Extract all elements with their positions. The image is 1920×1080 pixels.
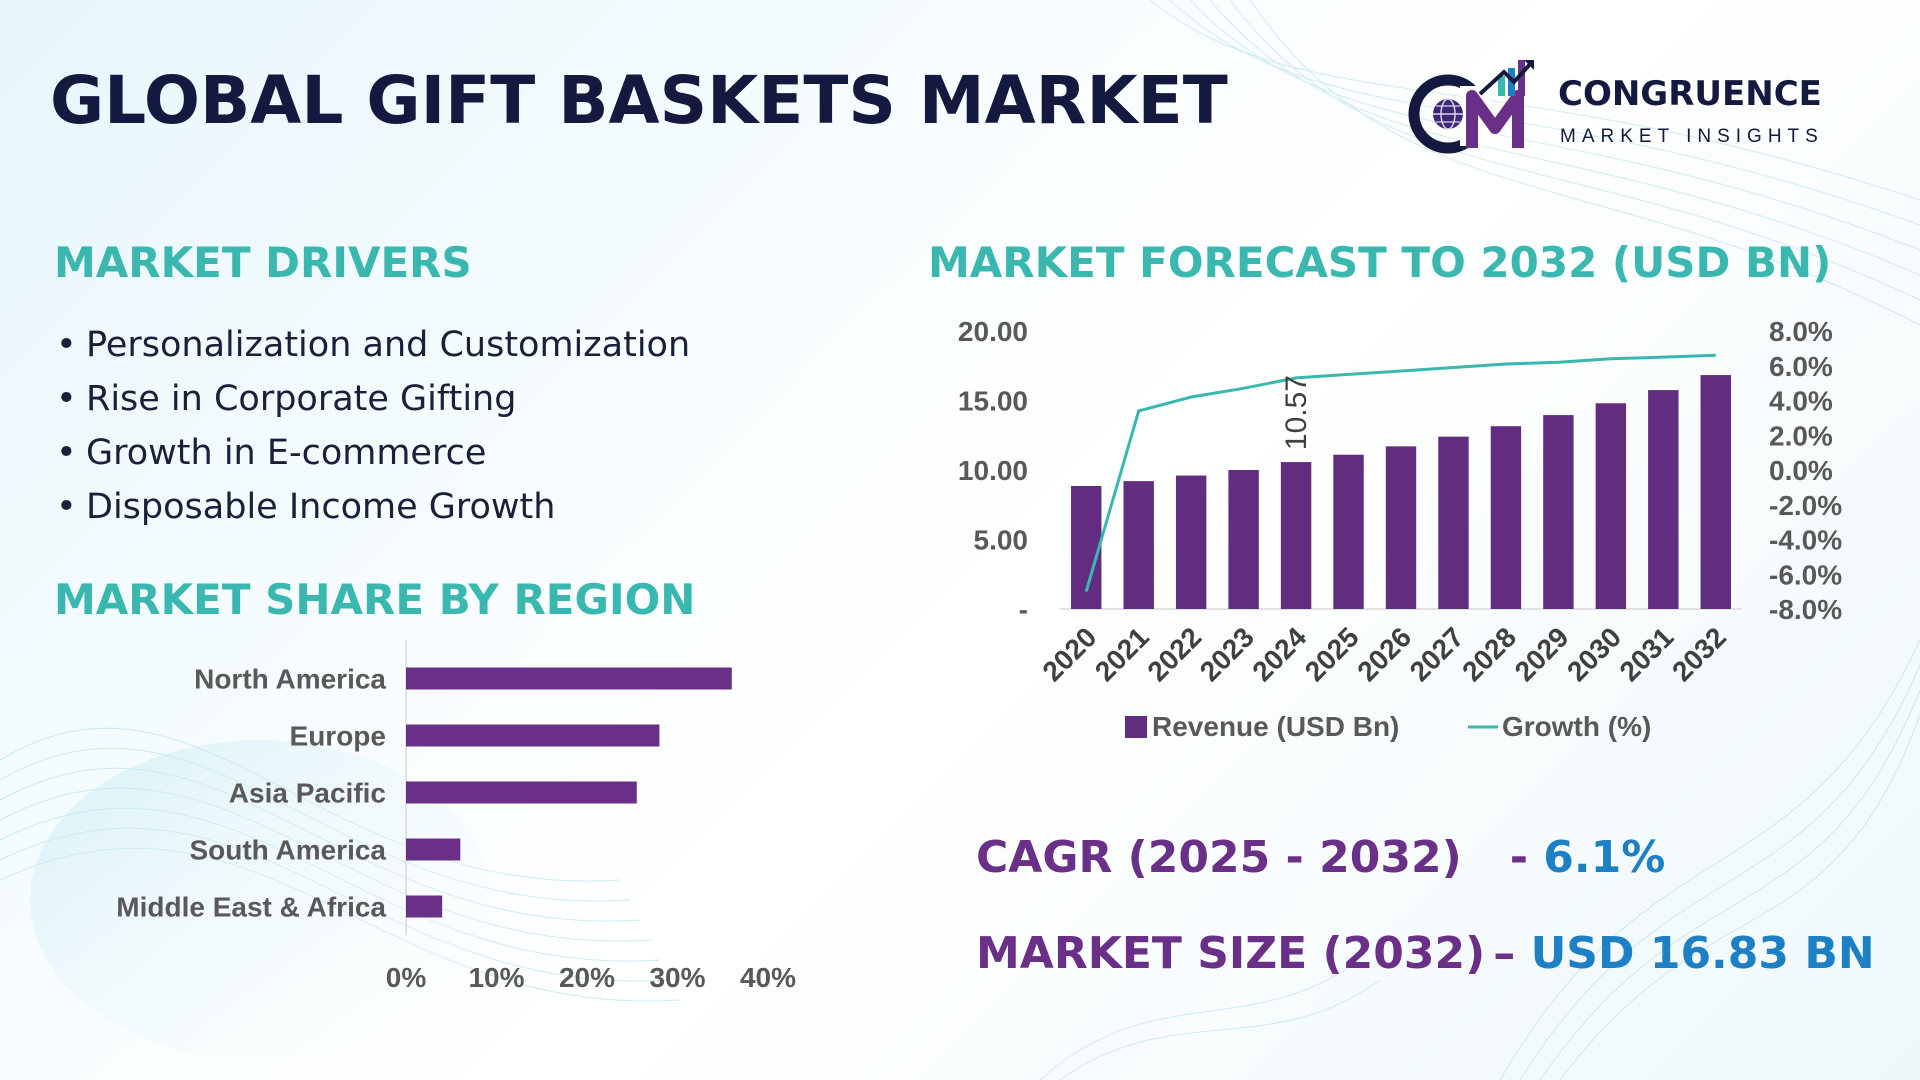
- forecast-x-tick-label: 2030: [1561, 621, 1627, 687]
- brand-logo[interactable]: CONGRUENCE MARKET INSIGHTS: [1400, 56, 1870, 156]
- forecast-right-tick-label: -4.0%: [1769, 525, 1842, 556]
- region-x-tick-label: 40%: [740, 962, 796, 993]
- market-drivers-title: MARKET DRIVERS: [54, 238, 472, 287]
- market-drivers-list: • Personalization and Customization • Rise…: [56, 318, 690, 534]
- legend-revenue-swatch: [1125, 716, 1147, 738]
- forecast-growth-line: [1084, 353, 1716, 593]
- forecast-x-tick-label: 2027: [1404, 621, 1470, 687]
- forecast-left-tick-label: 5.00: [974, 525, 1029, 556]
- forecast-right-tick-label: -6.0%: [1769, 559, 1842, 590]
- forecast-right-tick-label: -8.0%: [1769, 594, 1842, 625]
- forecast-right-tick-label: 8.0%: [1769, 316, 1833, 347]
- region-bar: [406, 781, 637, 804]
- forecast-revenue-bar: [1595, 403, 1627, 609]
- region-x-tick-label: 10%: [468, 962, 524, 993]
- forecast-revenue-bar: [1228, 470, 1259, 609]
- region-category-label: Europe: [290, 721, 386, 752]
- forecast-right-tick-label: 0.0%: [1769, 455, 1833, 486]
- bullet-icon: •: [56, 433, 77, 473]
- driver-label: Disposable Income Growth: [86, 487, 556, 527]
- forecast-revenue-bar: [1438, 436, 1469, 609]
- driver-label: Rise in Corporate Gifting: [86, 379, 517, 419]
- legend-revenue-label: Revenue (USD Bn): [1152, 711, 1399, 742]
- forecast-x-tick-label: 2025: [1299, 621, 1365, 687]
- forecast-x-tick-label: 2023: [1194, 621, 1260, 687]
- forecast-x-tick-label: 2026: [1351, 621, 1417, 687]
- forecast-x-tick-label: 2032: [1666, 621, 1732, 687]
- cagr-label: CAGR (2025 - 2032): [976, 832, 1462, 883]
- region-category-label: Middle East & Africa: [116, 892, 386, 923]
- region-bar: [406, 667, 732, 690]
- market-size-value: USD 16.83 BN: [1530, 928, 1875, 979]
- region-category-label: Asia Pacific: [229, 778, 386, 809]
- region-x-tick-label: 0%: [386, 962, 427, 993]
- region-x-tick-label: 30%: [649, 962, 705, 993]
- forecast-left-tick-label: 20.00: [958, 316, 1028, 347]
- driver-label: Personalization and Customization: [86, 325, 691, 365]
- forecast-x-tick-label: 2020: [1037, 621, 1103, 687]
- forecast-data-label: 10.57: [1280, 375, 1313, 450]
- cm-globe-chart-logo-icon: [1408, 60, 1534, 154]
- driver-item: • Rise in Corporate Gifting: [56, 372, 690, 426]
- driver-item: • Disposable Income Growth: [56, 480, 690, 534]
- page-title: GLOBAL GIFT BASKETS MARKET: [50, 62, 1228, 139]
- forecast-revenue-bar: [1333, 454, 1364, 609]
- forecast-x-tick-label: 2028: [1456, 621, 1522, 687]
- forecast-revenue-bar: [1700, 375, 1731, 609]
- cagr-value: 6.1%: [1543, 832, 1666, 883]
- forecast-right-tick-label: 6.0%: [1769, 351, 1833, 382]
- bullet-icon: •: [56, 379, 77, 419]
- forecast-x-tick-label: 2022: [1141, 621, 1207, 687]
- region-bar: [406, 895, 443, 918]
- region-share-chart: North America Europe Asia Pacific South Ame…: [116, 640, 796, 993]
- forecast-revenue-bar: [1648, 390, 1679, 609]
- market-size-kpi: MARKET SIZE (2032) – USD 16.83 BN: [976, 928, 1875, 979]
- cagr-separator: -: [1509, 832, 1544, 883]
- driver-item: • Growth in E-commerce: [56, 426, 690, 480]
- market-forecast-title: MARKET FORECAST TO 2032 (USD BN): [928, 238, 1832, 287]
- bullet-icon: •: [56, 487, 77, 527]
- forecast-revenue-bar: [1123, 481, 1154, 609]
- market-size-separator: –: [1493, 928, 1531, 979]
- forecast-left-tick-label: 15.00: [958, 386, 1028, 417]
- driver-item: • Personalization and Customization: [56, 318, 690, 372]
- forecast-x-tick-label: 2024: [1246, 621, 1312, 687]
- cagr-kpi: CAGR (2025 - 2032) - 6.1%: [976, 832, 1665, 883]
- market-size-label: MARKET SIZE (2032): [976, 928, 1486, 979]
- forecast-left-tick-label: 10.00: [958, 455, 1028, 486]
- region-category-label: North America: [194, 664, 386, 695]
- market-share-title: MARKET SHARE BY REGION: [54, 575, 696, 624]
- forecast-right-tick-label: 2.0%: [1769, 420, 1833, 451]
- region-x-tick-label: 20%: [559, 962, 615, 993]
- forecast-x-tick-label: 2031: [1614, 621, 1680, 687]
- region-bar: [406, 724, 660, 747]
- forecast-x-tick-label: 2021: [1089, 621, 1155, 687]
- forecast-left-tick-label: -: [1019, 594, 1028, 625]
- forecast-chart: - 5.00 10.00 15.00 20.00 -8.0% -6.0%-4.0% -2.0%…: [958, 316, 1842, 742]
- forecast-right-tick-label: 4.0%: [1769, 386, 1833, 417]
- brand-tagline: MARKET INSIGHTS: [1560, 126, 1824, 147]
- brand-name: CONGRUENCE: [1558, 74, 1822, 114]
- region-bar: [406, 838, 461, 861]
- forecast-x-tick-label: 2029: [1509, 621, 1575, 687]
- bullet-icon: •: [56, 325, 77, 365]
- forecast-revenue-bar: [1175, 475, 1207, 609]
- forecast-revenue-bar: [1490, 426, 1522, 609]
- region-category-label: South America: [189, 835, 386, 866]
- legend-growth-label: Growth (%): [1502, 711, 1651, 742]
- forecast-revenue-bar: [1385, 446, 1417, 609]
- forecast-revenue-bar: [1280, 462, 1312, 609]
- forecast-revenue-bar: [1543, 415, 1574, 609]
- driver-label: Growth in E-commerce: [86, 433, 487, 473]
- forecast-right-tick-label: -2.0%: [1769, 490, 1842, 521]
